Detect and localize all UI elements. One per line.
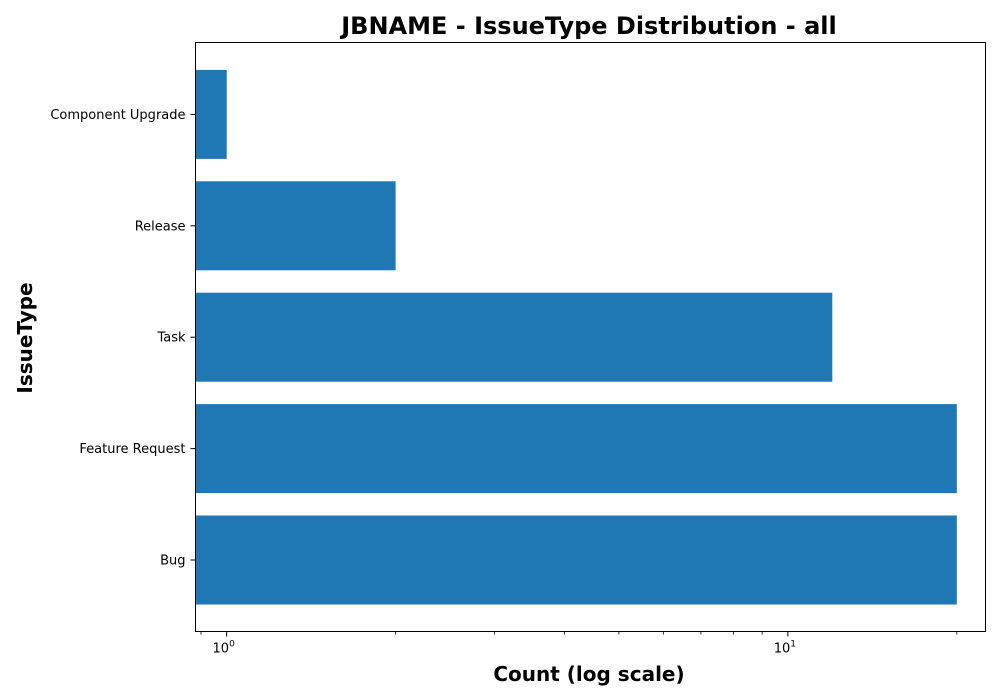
x-axis: 100 101 bbox=[201, 632, 957, 657]
bar-release bbox=[196, 181, 396, 270]
x-tick-label: 100 bbox=[213, 640, 236, 657]
y-axis: Bug Feature Request Task Release Component U… bbox=[50, 108, 195, 569]
bar-component-upgrade bbox=[196, 70, 227, 159]
y-tick-label: Feature Request bbox=[79, 442, 185, 457]
bar-bug bbox=[196, 516, 957, 605]
y-axis-label: IssueType bbox=[13, 282, 37, 393]
bars-group bbox=[196, 70, 957, 605]
chart-title: JBNAME - IssueType Distribution - all bbox=[339, 12, 837, 40]
bar-task bbox=[196, 293, 833, 382]
bar-feature-request bbox=[196, 404, 957, 493]
y-tick-label: Release bbox=[135, 219, 186, 234]
x-axis-label: Count (log scale) bbox=[493, 662, 684, 686]
y-tick-label: Task bbox=[156, 331, 186, 346]
x-tick-label: 101 bbox=[774, 640, 796, 657]
y-tick-label: Component Upgrade bbox=[50, 108, 185, 123]
y-tick-label: Bug bbox=[160, 554, 185, 569]
